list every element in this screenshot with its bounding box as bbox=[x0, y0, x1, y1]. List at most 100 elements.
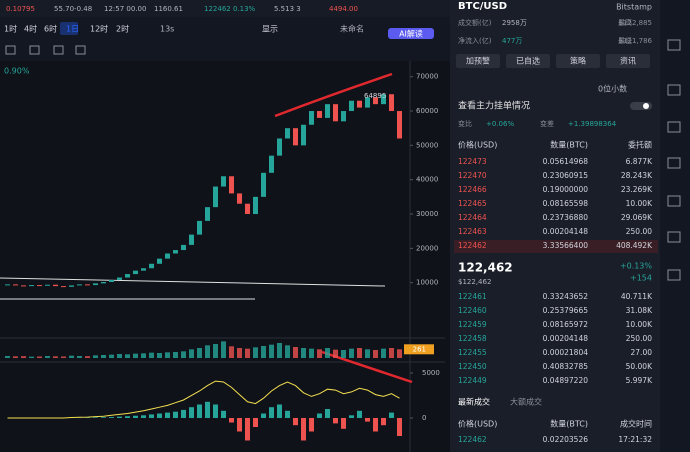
candle bbox=[301, 124, 306, 146]
trade-cell: 0.02203526 bbox=[543, 435, 589, 444]
exchange: Bitstamp bbox=[616, 3, 652, 12]
icon[interactable] bbox=[667, 39, 681, 51]
candle bbox=[205, 207, 210, 221]
display[interactable]: 显示 bbox=[262, 25, 278, 34]
candle bbox=[165, 253, 170, 259]
ratio: 变差 bbox=[540, 119, 554, 128]
icon[interactable] bbox=[5, 45, 16, 55]
candle bbox=[285, 128, 290, 139]
button[interactable] bbox=[506, 54, 550, 68]
interval[interactable]: 6时 bbox=[44, 24, 57, 34]
macd-bar bbox=[317, 413, 322, 418]
candle bbox=[341, 111, 346, 122]
volume-bar bbox=[229, 346, 234, 358]
trend-line bbox=[0, 277, 386, 287]
header: 价格(USD) bbox=[458, 140, 497, 150]
macd-bar bbox=[117, 416, 122, 418]
icon[interactable] bbox=[667, 195, 681, 207]
book-cell: 122458 bbox=[458, 334, 487, 343]
book-cell: 40.711K bbox=[621, 292, 653, 301]
book-cell: 10.00K bbox=[626, 199, 653, 208]
volume-bar bbox=[205, 345, 210, 358]
trade-tab[interactable]: 最新成交 bbox=[458, 397, 490, 407]
button-label[interactable]: 已自选 bbox=[516, 56, 540, 66]
volume-bar bbox=[149, 352, 154, 358]
macd-bar bbox=[125, 416, 130, 418]
icon[interactable] bbox=[29, 45, 40, 55]
icon[interactable] bbox=[667, 121, 681, 133]
ai-button[interactable] bbox=[388, 28, 434, 39]
book-cell: 28.243K bbox=[621, 171, 653, 180]
book-cell: 122460 bbox=[458, 306, 487, 315]
volume-bar bbox=[117, 354, 122, 358]
layout[interactable]: 未命名 bbox=[340, 24, 364, 34]
ticker: 5.513 3 bbox=[274, 5, 301, 13]
book-cell: 122463 bbox=[458, 227, 487, 236]
button[interactable] bbox=[606, 54, 650, 68]
volume-bar bbox=[21, 356, 26, 358]
interval[interactable]: 4时 bbox=[24, 24, 37, 34]
button-label[interactable]: 资讯 bbox=[620, 56, 636, 66]
button-label[interactable]: 加预警 bbox=[466, 56, 490, 66]
y-tick-label: 50000 bbox=[416, 141, 438, 149]
trade-header: 成交时间 bbox=[620, 419, 652, 429]
button-label[interactable]: 策略 bbox=[570, 56, 586, 66]
volume-bar bbox=[109, 354, 114, 358]
volume-bar bbox=[221, 341, 226, 358]
book-cell: 122465 bbox=[458, 199, 487, 208]
button[interactable] bbox=[456, 54, 500, 68]
candle bbox=[221, 176, 226, 187]
ratio: +1.39898364 bbox=[568, 120, 617, 128]
mid-price: 122,462 bbox=[458, 261, 513, 275]
volume-bar bbox=[189, 349, 194, 358]
candle bbox=[61, 286, 66, 288]
trade-tab[interactable]: 大额成交 bbox=[510, 397, 542, 407]
candle bbox=[93, 283, 98, 286]
interval[interactable]: 12时 bbox=[90, 24, 108, 34]
macd-bar bbox=[381, 417, 386, 426]
volume-bar bbox=[261, 346, 266, 358]
interval[interactable]: 1时 bbox=[4, 24, 17, 34]
volume-bar bbox=[325, 348, 330, 358]
book-cell: 0.23736880 bbox=[543, 213, 589, 222]
annotation-stroke bbox=[274, 72, 393, 118]
volume-bar bbox=[333, 349, 338, 358]
y-tick-label: 10000 bbox=[416, 279, 438, 287]
active-interval bbox=[60, 22, 78, 35]
book-cell: 408.492K bbox=[616, 241, 653, 250]
macd-bar bbox=[389, 412, 394, 418]
volume-bar bbox=[101, 355, 106, 358]
ai[interactable]: AI解读 bbox=[399, 29, 423, 39]
icon[interactable] bbox=[667, 157, 681, 169]
volume-bar bbox=[253, 347, 258, 358]
icon[interactable] bbox=[667, 269, 681, 281]
candle bbox=[325, 104, 330, 118]
macd-tick-label: 5000 bbox=[422, 369, 440, 377]
candle bbox=[125, 274, 130, 278]
macd-bar bbox=[181, 409, 186, 418]
candle bbox=[101, 281, 106, 284]
button[interactable] bbox=[556, 54, 600, 68]
decimals[interactable]: 0位小数 bbox=[598, 84, 627, 94]
trade-header: 价格(USD) bbox=[458, 419, 497, 429]
icon[interactable] bbox=[667, 231, 681, 243]
icon[interactable] bbox=[53, 45, 64, 55]
candle bbox=[381, 94, 386, 105]
interval[interactable]: 2时 bbox=[116, 24, 129, 34]
candle bbox=[157, 258, 162, 264]
icon[interactable] bbox=[75, 45, 86, 55]
candle bbox=[269, 155, 274, 173]
candle bbox=[261, 172, 266, 197]
candle bbox=[29, 285, 34, 287]
candle bbox=[229, 176, 234, 194]
macd-bar bbox=[349, 415, 354, 418]
icon[interactable] bbox=[667, 84, 681, 96]
candle bbox=[53, 284, 58, 287]
volume-bar bbox=[133, 353, 138, 358]
interval[interactable]: 1日 bbox=[66, 25, 79, 34]
candle bbox=[173, 250, 178, 254]
y-tick-label: 20000 bbox=[416, 244, 438, 252]
volume-bar bbox=[397, 349, 402, 358]
book-cell: 0.00204148 bbox=[543, 334, 589, 343]
